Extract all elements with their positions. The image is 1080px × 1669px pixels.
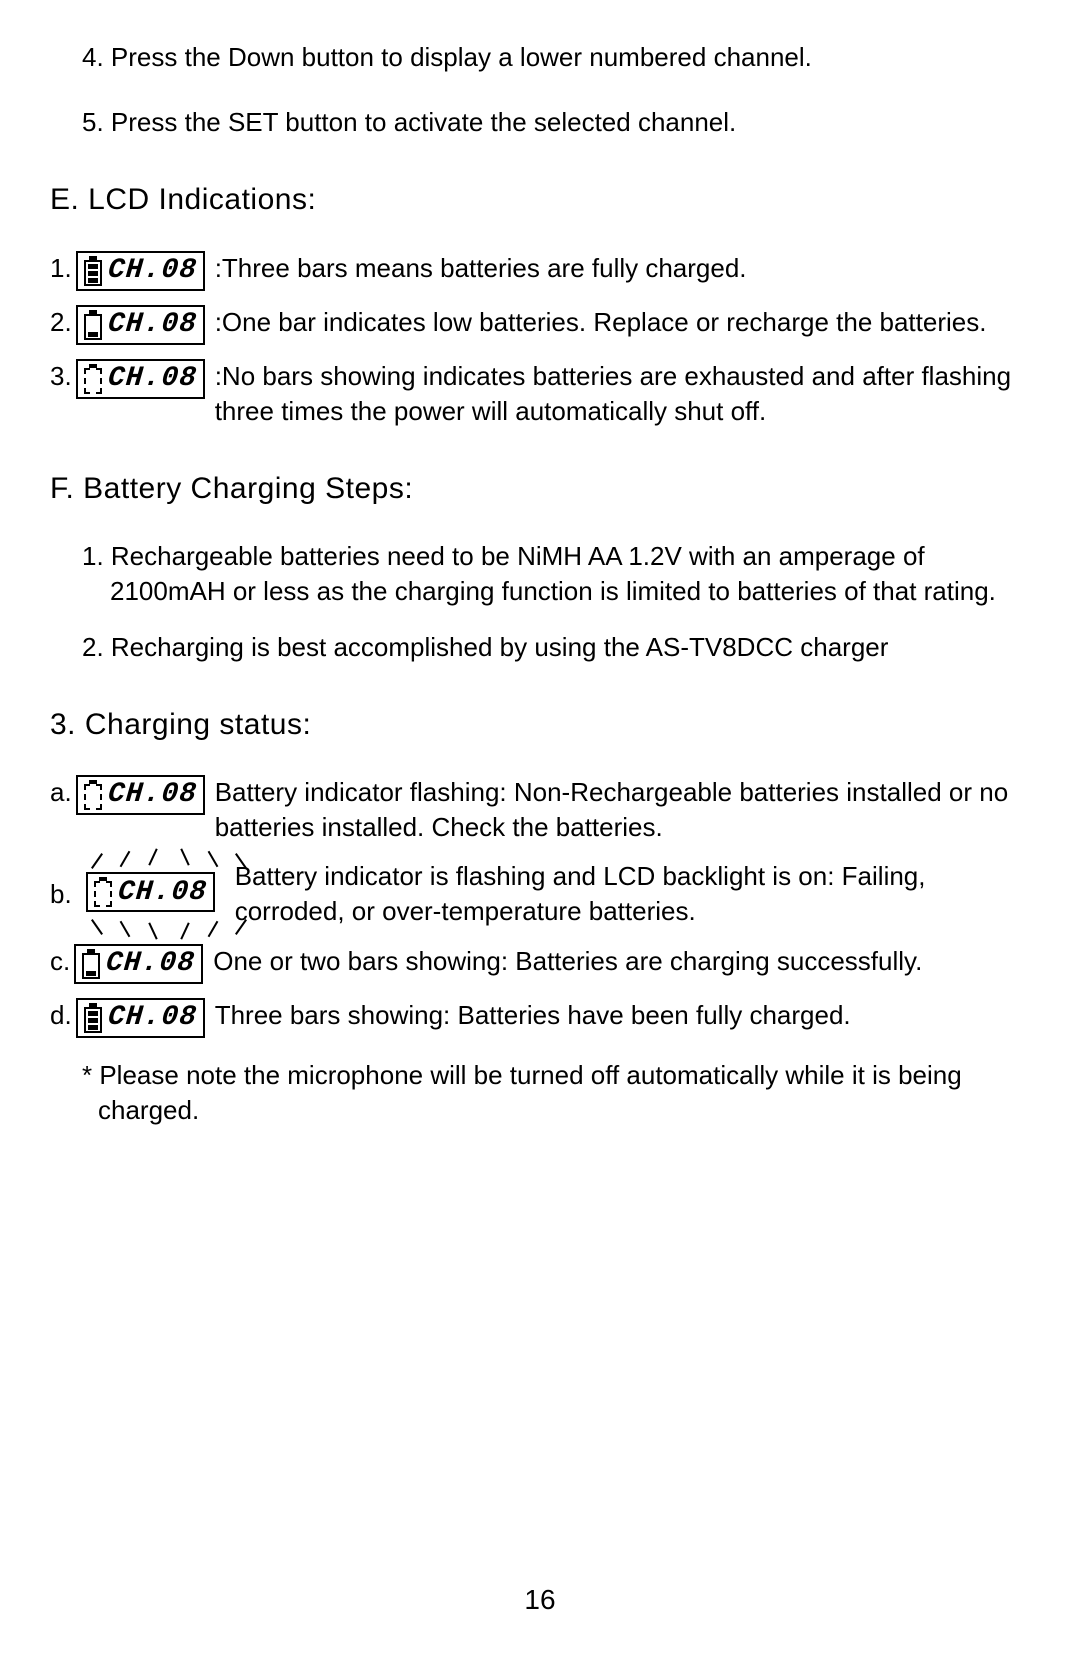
lcd-display-full-battery: CH.08	[76, 998, 205, 1038]
cs-d-label: d.	[50, 998, 72, 1033]
cs-b-desc: Battery indicator is flashing and LCD ba…	[235, 859, 1030, 929]
battery-icon-3-bars	[84, 1003, 102, 1033]
lcd-3-number: 3.	[50, 359, 72, 394]
battery-icon-3-bars	[84, 256, 102, 286]
manual-page: 4. Press the Down button to display a lo…	[0, 0, 1080, 1669]
charging-status-a: a. CH.08 Battery indicator flashing: Non…	[50, 775, 1030, 845]
lcd-display-flashing-backlight: CH.08	[76, 856, 225, 932]
cs-c-desc: One or two bars showing: Batteries are c…	[213, 944, 1030, 979]
step-4-text: 4. Press the Down button to display a lo…	[50, 40, 1030, 75]
lcd-display-low-battery: CH.08	[76, 305, 205, 345]
charging-status-d: d. CH.08 Three bars showing: Batteries h…	[50, 998, 1030, 1038]
lcd-display-flash-empty: CH.08	[76, 775, 205, 815]
battery-icon-1-bar	[82, 949, 100, 979]
lcd-3-desc: :No bars showing indicates batteries are…	[215, 359, 1030, 429]
lcd-display-charging: CH.08	[74, 944, 203, 984]
heading-f: F. Battery Charging Steps:	[50, 469, 1030, 510]
battery-icon-empty	[84, 364, 102, 394]
lcd-channel-text: CH.08	[116, 874, 208, 912]
page-number: 16	[0, 1581, 1080, 1619]
heading-3-charging-status: 3. Charging status:	[50, 705, 1030, 746]
cs-c-label: c.	[50, 944, 70, 979]
footnote-text: * Please note the microphone will be tur…	[50, 1058, 1030, 1128]
charging-status-c: c. CH.08 One or two bars showing: Batter…	[50, 944, 1030, 984]
lcd-channel-text: CH.08	[106, 252, 198, 290]
battery-icon-empty	[84, 780, 102, 810]
lcd-display-full-battery: CH.08	[76, 251, 205, 291]
step-5-text: 5. Press the SET button to activate the …	[50, 105, 1030, 140]
charging-status-b: b. CH.08 Battery indicator is flashing a…	[50, 859, 1030, 929]
cs-a-label: a.	[50, 775, 72, 810]
step-5-row: 5. Press the SET button to activate the …	[50, 105, 1030, 140]
cs-b-label: b.	[50, 877, 72, 912]
footnote-row: * Please note the microphone will be tur…	[50, 1058, 1030, 1128]
step-f2-text: 2. Recharging is best accomplished by us…	[50, 630, 1030, 665]
step-f1-row: 1. Rechargeable batteries need to be NiM…	[50, 539, 1030, 609]
lcd-channel-text: CH.08	[106, 776, 198, 814]
step-4-row: 4. Press the Down button to display a lo…	[50, 40, 1030, 75]
lcd-channel-text: CH.08	[105, 945, 197, 983]
cs-d-desc: Three bars showing: Batteries have been …	[215, 998, 1030, 1033]
battery-icon-empty	[94, 877, 112, 907]
lcd-1-desc: :Three bars means batteries are fully ch…	[215, 251, 1030, 286]
lcd-indication-1: 1. CH.08 :Three bars means batteries are…	[50, 251, 1030, 291]
heading-e: E. LCD Indications:	[50, 180, 1030, 221]
lcd-1-number: 1.	[50, 251, 72, 286]
lcd-channel-text: CH.08	[106, 306, 198, 344]
lcd-indication-2: 2. CH.08 :One bar indicates low batterie…	[50, 305, 1030, 345]
lcd-2-number: 2.	[50, 305, 72, 340]
lcd-indication-3: 3. CH.08 :No bars showing indicates batt…	[50, 359, 1030, 429]
step-f2-row: 2. Recharging is best accomplished by us…	[50, 630, 1030, 665]
lcd-channel-text: CH.08	[106, 360, 198, 398]
lcd-2-desc: :One bar indicates low batteries. Replac…	[215, 305, 1030, 340]
cs-a-desc: Battery indicator flashing: Non-Recharge…	[215, 775, 1030, 845]
lcd-channel-text: CH.08	[106, 999, 198, 1037]
step-f1-text: 1. Rechargeable batteries need to be NiM…	[50, 539, 1030, 609]
lcd-display-empty-battery: CH.08	[76, 359, 205, 399]
battery-icon-1-bar	[84, 310, 102, 340]
